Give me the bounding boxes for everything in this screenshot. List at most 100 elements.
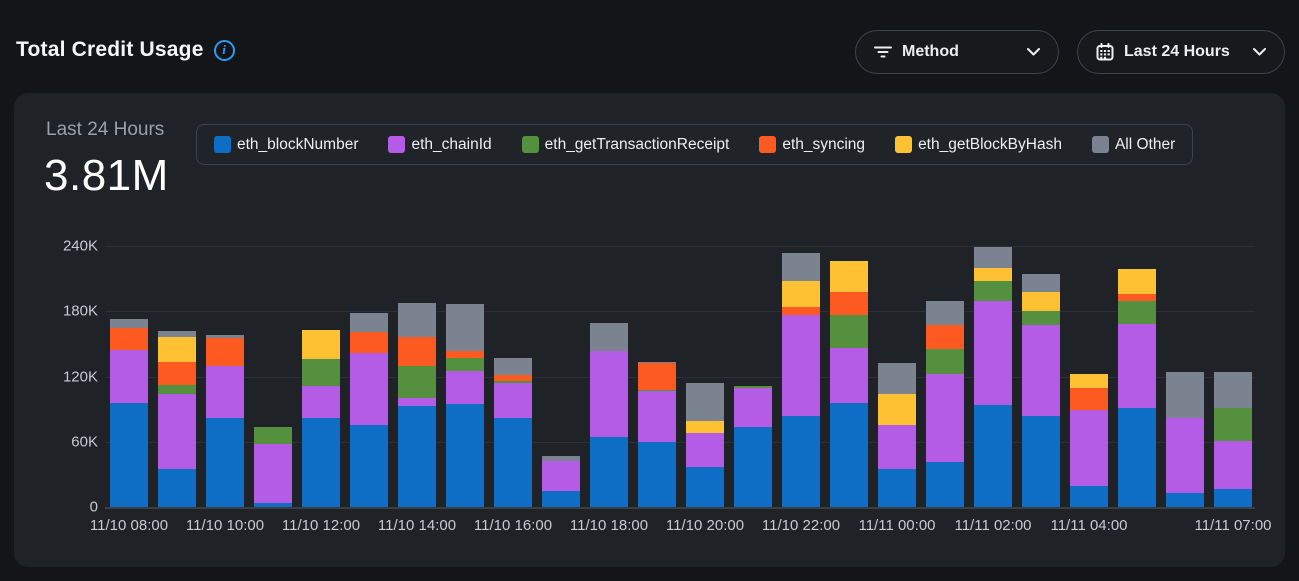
bar-segment-eth_getBlockByHash bbox=[686, 421, 724, 434]
bar-segment-eth_blockNumber bbox=[1118, 408, 1156, 507]
chart-bar[interactable] bbox=[782, 252, 820, 507]
chart-bar[interactable] bbox=[158, 330, 196, 507]
bar-segment-eth_getTransactionReceipt bbox=[638, 389, 676, 391]
bar-segment-eth_blockNumber bbox=[350, 425, 388, 507]
chart-bar[interactable] bbox=[590, 323, 628, 507]
chart-bar[interactable] bbox=[398, 302, 436, 507]
bar-segment-eth_chainId bbox=[830, 348, 868, 403]
bar-segment-eth_blockNumber bbox=[542, 490, 580, 507]
chart-bar[interactable] bbox=[350, 313, 388, 507]
bar-segment-All Other bbox=[878, 363, 916, 394]
chart-bar[interactable] bbox=[1070, 374, 1108, 507]
bar-segment-eth_chainId bbox=[350, 352, 388, 426]
chart-bar[interactable] bbox=[686, 383, 724, 507]
x-tick-label: 11/10 22:00 bbox=[761, 517, 841, 534]
chart-bar[interactable] bbox=[1214, 372, 1252, 507]
x-tick-label: 11/10 12:00 bbox=[281, 517, 361, 534]
info-icon[interactable]: i bbox=[213, 39, 235, 61]
bar-segment-eth_syncing bbox=[350, 331, 388, 353]
bar-segment-eth_getBlockByHash bbox=[878, 393, 916, 426]
bar-segment-eth_getTransactionReceipt bbox=[446, 358, 484, 372]
chart-bar[interactable] bbox=[542, 455, 580, 507]
bar-segment-All Other bbox=[110, 318, 148, 328]
legend-item-All Other[interactable]: All Other bbox=[1091, 135, 1176, 154]
chart-bar[interactable] bbox=[830, 261, 868, 507]
bar-segment-eth_getTransactionReceipt bbox=[254, 426, 292, 444]
summary-total-value: 3.81M bbox=[44, 151, 169, 200]
chart-bar[interactable] bbox=[446, 303, 484, 507]
legend-swatch-icon bbox=[895, 136, 913, 153]
bar-segment-eth_syncing bbox=[1118, 293, 1156, 302]
method-filter-label: Method bbox=[902, 43, 959, 60]
bar-segment-eth_getTransactionReceipt bbox=[974, 280, 1012, 302]
bar-segment-eth_blockNumber bbox=[638, 441, 676, 507]
bar-segment-eth_blockNumber bbox=[734, 426, 772, 507]
x-tick-label: 11/11 07:00 bbox=[1194, 517, 1272, 534]
bar-segment-eth_getTransactionReceipt bbox=[302, 359, 340, 387]
bar-segment-eth_syncing bbox=[446, 351, 484, 358]
chart-bar[interactable] bbox=[1022, 274, 1060, 507]
top-header: Total Credit Usage i Method Last 24 Hour… bbox=[0, 0, 1299, 93]
y-tick-label: 120K bbox=[62, 368, 98, 385]
y-tick-label: 60K bbox=[71, 433, 98, 451]
bar-segment-eth_blockNumber bbox=[590, 437, 628, 507]
legend-item-eth_blockNumber[interactable]: eth_blockNumber bbox=[214, 136, 358, 154]
legend-item-eth_getBlockByHash[interactable]: eth_getBlockByHash bbox=[895, 136, 1062, 154]
legend-swatch-icon bbox=[1091, 136, 1109, 153]
bar-segment-eth_blockNumber bbox=[494, 417, 532, 507]
chart-bar[interactable] bbox=[1118, 268, 1156, 507]
x-tick-label: 11/11 04:00 bbox=[1050, 517, 1128, 534]
bar-segment-eth_blockNumber bbox=[1214, 488, 1252, 507]
bar-segment-eth_chainId bbox=[1070, 410, 1108, 487]
bar-segment-eth_blockNumber bbox=[158, 468, 196, 507]
legend-label: eth_blockNumber bbox=[237, 135, 359, 153]
bar-segment-eth_getBlockByHash bbox=[974, 267, 1012, 281]
chart-bar[interactable] bbox=[110, 318, 148, 507]
bar-segment-eth_syncing bbox=[782, 306, 820, 315]
bar-segment-eth_getTransactionReceipt bbox=[158, 385, 196, 394]
bar-segment-eth_blockNumber bbox=[1166, 492, 1204, 507]
chart-bar[interactable] bbox=[878, 363, 916, 507]
legend-item-eth_getTransactionReceipt[interactable]: eth_getTransactionReceipt bbox=[521, 136, 729, 154]
bar-segment-eth_getTransactionReceipt bbox=[734, 386, 772, 389]
x-tick-label: 11/10 14:00 bbox=[377, 517, 457, 534]
legend-item-eth_syncing[interactable]: eth_syncing bbox=[759, 136, 865, 154]
bar-segment-All Other bbox=[974, 247, 1012, 268]
bar-segment-eth_blockNumber bbox=[926, 462, 964, 507]
bar-segment-eth_getBlockByHash bbox=[830, 261, 868, 292]
bar-segment-All Other bbox=[1166, 372, 1204, 418]
credit-usage-card: Last 24 Hours 3.81M eth_blockNumber eth_c… bbox=[14, 93, 1285, 567]
chart-bar[interactable] bbox=[254, 426, 292, 507]
bar-segment-eth_getTransactionReceipt bbox=[1214, 408, 1252, 441]
x-tick-label: 11/10 16:00 bbox=[473, 517, 553, 534]
chart-bar[interactable] bbox=[638, 362, 676, 507]
bar-segment-eth_chainId bbox=[734, 388, 772, 427]
chart-bar[interactable] bbox=[974, 247, 1012, 507]
bar-segment-eth_blockNumber bbox=[686, 466, 724, 507]
x-tick-label: 11/10 20:00 bbox=[665, 517, 745, 534]
chart-bar[interactable] bbox=[494, 358, 532, 507]
bar-segment-eth_syncing bbox=[638, 363, 676, 390]
bar-segment-All Other bbox=[542, 455, 580, 462]
bar-segment-All Other bbox=[350, 313, 388, 332]
bar-segment-eth_chainId bbox=[926, 374, 964, 463]
bar-segment-eth_chainId bbox=[590, 351, 628, 438]
bar-segment-eth_syncing bbox=[830, 291, 868, 315]
chart-bar[interactable] bbox=[734, 386, 772, 507]
bar-segment-eth_blockNumber bbox=[1070, 486, 1108, 507]
bar-segment-eth_chainId bbox=[542, 461, 580, 491]
bar-segment-eth_getTransactionReceipt bbox=[926, 349, 964, 375]
chart-bar[interactable] bbox=[926, 301, 964, 507]
chart-bar[interactable] bbox=[1166, 372, 1204, 507]
legend-item-eth_chainId[interactable]: eth_chainId bbox=[388, 136, 492, 154]
chart-bar[interactable] bbox=[302, 329, 340, 507]
calendar-icon bbox=[1096, 43, 1114, 61]
method-filter-dropdown[interactable]: Method bbox=[855, 30, 1059, 74]
bar-segment-eth_getBlockByHash bbox=[1070, 374, 1108, 389]
bar-segment-eth_getBlockByHash bbox=[1118, 268, 1156, 294]
filter-icon bbox=[874, 46, 892, 58]
date-range-label: Last 24 Hours bbox=[1124, 43, 1230, 60]
legend-label: All Other bbox=[1114, 135, 1176, 153]
chart-bar[interactable] bbox=[206, 335, 244, 507]
date-range-dropdown[interactable]: Last 24 Hours bbox=[1077, 30, 1285, 74]
